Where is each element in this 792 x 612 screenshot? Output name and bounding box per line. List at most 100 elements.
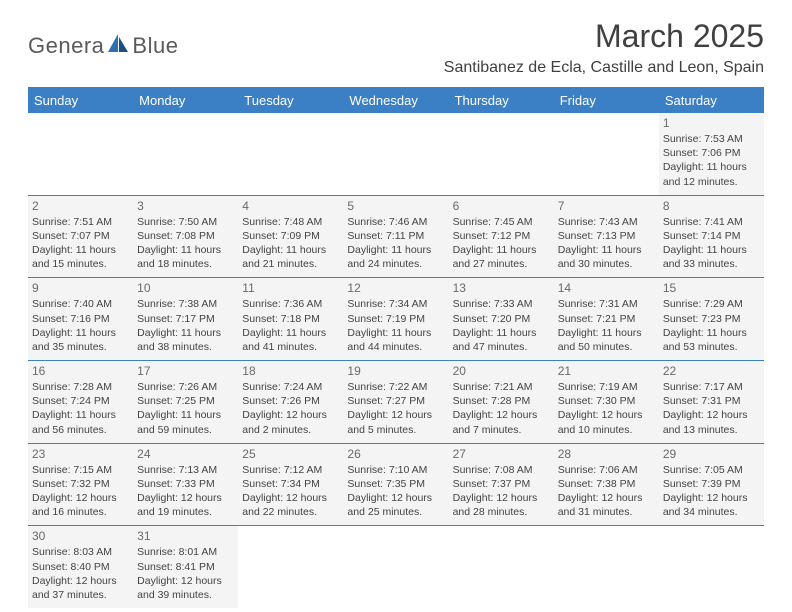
calendar-day-cell: 12 Sunrise: 7:34 AMSunset: 7:19 PMDayligh…	[343, 278, 448, 361]
daylight-text: Daylight: 12 hours and 34 minutes.	[663, 491, 760, 519]
weekday-header: Monday	[133, 88, 238, 113]
daylight-text: Daylight: 11 hours and 33 minutes.	[663, 243, 760, 271]
daylight-text: Daylight: 11 hours and 15 minutes.	[32, 243, 129, 271]
day-number: 12	[347, 281, 444, 295]
day-number: 26	[347, 447, 444, 461]
sunrise-text: Sunrise: 7:46 AM	[347, 215, 444, 229]
calendar-week-row: 30 Sunrise: 8:03 AMSunset: 8:40 PMDayligh…	[28, 526, 764, 608]
day-number: 19	[347, 364, 444, 378]
day-number: 10	[137, 281, 234, 295]
day-info: Sunrise: 7:06 AMSunset: 7:38 PMDaylight:…	[558, 463, 655, 520]
calendar-day-cell	[343, 113, 448, 195]
sunset-text: Sunset: 7:16 PM	[32, 312, 129, 326]
daylight-text: Daylight: 12 hours and 16 minutes.	[32, 491, 129, 519]
calendar-day-cell: 3Sunrise: 7:50 AMSunset: 7:08 PMDaylight…	[133, 195, 238, 278]
calendar-day-cell: 22Sunrise: 7:17 AMSunset: 7:31 PMDayligh…	[659, 361, 764, 444]
weekday-header-row: Sunday Monday Tuesday Wednesday Thursday…	[28, 88, 764, 113]
day-number: 16	[32, 364, 129, 378]
sunrise-text: Sunrise: 7:21 AM	[453, 380, 550, 394]
logo: Genera Blue	[28, 18, 178, 59]
day-number: 11	[242, 281, 339, 295]
sunrise-text: Sunrise: 7:15 AM	[32, 463, 129, 477]
sunset-text: Sunset: 7:39 PM	[663, 477, 760, 491]
weekday-header: Tuesday	[238, 88, 343, 113]
sunrise-text: Sunrise: 7:24 AM	[242, 380, 339, 394]
sunset-text: Sunset: 8:41 PM	[137, 560, 234, 574]
calendar-day-cell: 15Sunrise: 7:29 AMSunset: 7:23 PMDayligh…	[659, 278, 764, 361]
sunset-text: Sunset: 7:18 PM	[242, 312, 339, 326]
calendar-day-cell: 21Sunrise: 7:19 AMSunset: 7:30 PMDayligh…	[554, 361, 659, 444]
sunrise-text: Sunrise: 7:36 AM	[242, 297, 339, 311]
sunset-text: Sunset: 7:33 PM	[137, 477, 234, 491]
daylight-text: Daylight: 12 hours and 37 minutes.	[32, 574, 129, 602]
daylight-text: Daylight: 12 hours and 22 minutes.	[242, 491, 339, 519]
day-info: Sunrise: 7:21 AMSunset: 7:28 PMDaylight:…	[453, 380, 550, 437]
daylight-text: Daylight: 11 hours and 24 minutes.	[347, 243, 444, 271]
daylight-text: Daylight: 11 hours and 38 minutes.	[137, 326, 234, 354]
sunset-text: Sunset: 7:34 PM	[242, 477, 339, 491]
calendar-week-row: 23Sunrise: 7:15 AMSunset: 7:32 PMDayligh…	[28, 443, 764, 526]
day-number: 7	[558, 199, 655, 213]
calendar-day-cell: 16 Sunrise: 7:28 AMSunset: 7:24 PMDayligh…	[28, 361, 133, 444]
calendar-week-row: 1 Sunrise: 7:53 AMSunset: 7:06 PMDaylight…	[28, 113, 764, 195]
day-number: 28	[558, 447, 655, 461]
calendar-day-cell: 18Sunrise: 7:24 AMSunset: 7:26 PMDayligh…	[238, 361, 343, 444]
daylight-text: Daylight: 11 hours and 27 minutes.	[453, 243, 550, 271]
day-info: Sunrise: 7:05 AMSunset: 7:39 PMDaylight:…	[663, 463, 760, 520]
day-info: Sunrise: 8:03 AMSunset: 8:40 PMDaylight:…	[32, 545, 129, 602]
day-number: 20	[453, 364, 550, 378]
day-info: Sunrise: 7:41 AMSunset: 7:14 PMDaylight:…	[663, 215, 760, 272]
day-number: 27	[453, 447, 550, 461]
daylight-text: Daylight: 11 hours and 30 minutes.	[558, 243, 655, 271]
day-number: 15	[663, 281, 760, 295]
day-number: 9	[32, 281, 129, 295]
calendar-week-row: 16 Sunrise: 7:28 AMSunset: 7:24 PMDayligh…	[28, 361, 764, 444]
daylight-text: Daylight: 12 hours and 10 minutes.	[558, 408, 655, 436]
weekday-header: Thursday	[449, 88, 554, 113]
daylight-text: Daylight: 11 hours and 47 minutes.	[453, 326, 550, 354]
day-info: Sunrise: 7:15 AMSunset: 7:32 PMDaylight:…	[32, 463, 129, 520]
calendar-day-cell: 10 Sunrise: 7:38 AMSunset: 7:17 PMDayligh…	[133, 278, 238, 361]
calendar-table: Sunday Monday Tuesday Wednesday Thursday…	[28, 88, 764, 608]
calendar-day-cell	[133, 113, 238, 195]
weekday-header: Saturday	[659, 88, 764, 113]
daylight-text: Daylight: 11 hours and 53 minutes.	[663, 326, 760, 354]
sunset-text: Sunset: 7:32 PM	[32, 477, 129, 491]
sunset-text: Sunset: 7:31 PM	[663, 394, 760, 408]
sunrise-text: Sunrise: 7:40 AM	[32, 297, 129, 311]
calendar-day-cell	[28, 113, 133, 195]
daylight-text: Daylight: 12 hours and 5 minutes.	[347, 408, 444, 436]
day-number: 1	[663, 116, 760, 130]
sunset-text: Sunset: 7:11 PM	[347, 229, 444, 243]
day-info: Sunrise: 7:26 AMSunset: 7:25 PMDaylight:…	[137, 380, 234, 437]
calendar-day-cell: 24Sunrise: 7:13 AMSunset: 7:33 PMDayligh…	[133, 443, 238, 526]
day-number: 8	[663, 199, 760, 213]
calendar-day-cell: 11 Sunrise: 7:36 AMSunset: 7:18 PMDayligh…	[238, 278, 343, 361]
sunrise-text: Sunrise: 7:50 AM	[137, 215, 234, 229]
day-info: Sunrise: 7:43 AMSunset: 7:13 PMDaylight:…	[558, 215, 655, 272]
day-info: Sunrise: 7:38 AMSunset: 7:17 PMDaylight:…	[137, 297, 234, 354]
day-info: Sunrise: 7:53 AMSunset: 7:06 PMDaylight:…	[663, 132, 760, 189]
daylight-text: Daylight: 11 hours and 41 minutes.	[242, 326, 339, 354]
day-info: Sunrise: 7:34 AMSunset: 7:19 PMDaylight:…	[347, 297, 444, 354]
calendar-day-cell	[449, 526, 554, 608]
day-info: Sunrise: 7:22 AMSunset: 7:27 PMDaylight:…	[347, 380, 444, 437]
day-info: Sunrise: 7:17 AMSunset: 7:31 PMDaylight:…	[663, 380, 760, 437]
day-number: 14	[558, 281, 655, 295]
day-info: Sunrise: 7:12 AMSunset: 7:34 PMDaylight:…	[242, 463, 339, 520]
daylight-text: Daylight: 11 hours and 21 minutes.	[242, 243, 339, 271]
day-info: Sunrise: 7:28 AMSunset: 7:24 PMDaylight:…	[32, 380, 129, 437]
sunset-text: Sunset: 7:14 PM	[663, 229, 760, 243]
calendar-day-cell: 23Sunrise: 7:15 AMSunset: 7:32 PMDayligh…	[28, 443, 133, 526]
calendar-day-cell: 28 Sunrise: 7:06 AMSunset: 7:38 PMDayligh…	[554, 443, 659, 526]
sunset-text: Sunset: 7:26 PM	[242, 394, 339, 408]
daylight-text: Daylight: 11 hours and 44 minutes.	[347, 326, 444, 354]
sunrise-text: Sunrise: 7:38 AM	[137, 297, 234, 311]
daylight-text: Daylight: 12 hours and 28 minutes.	[453, 491, 550, 519]
sunset-text: Sunset: 7:12 PM	[453, 229, 550, 243]
day-info: Sunrise: 7:08 AMSunset: 7:37 PMDaylight:…	[453, 463, 550, 520]
daylight-text: Daylight: 12 hours and 25 minutes.	[347, 491, 444, 519]
sunset-text: Sunset: 7:09 PM	[242, 229, 339, 243]
calendar-day-cell	[554, 526, 659, 608]
day-number: 30	[32, 529, 129, 543]
